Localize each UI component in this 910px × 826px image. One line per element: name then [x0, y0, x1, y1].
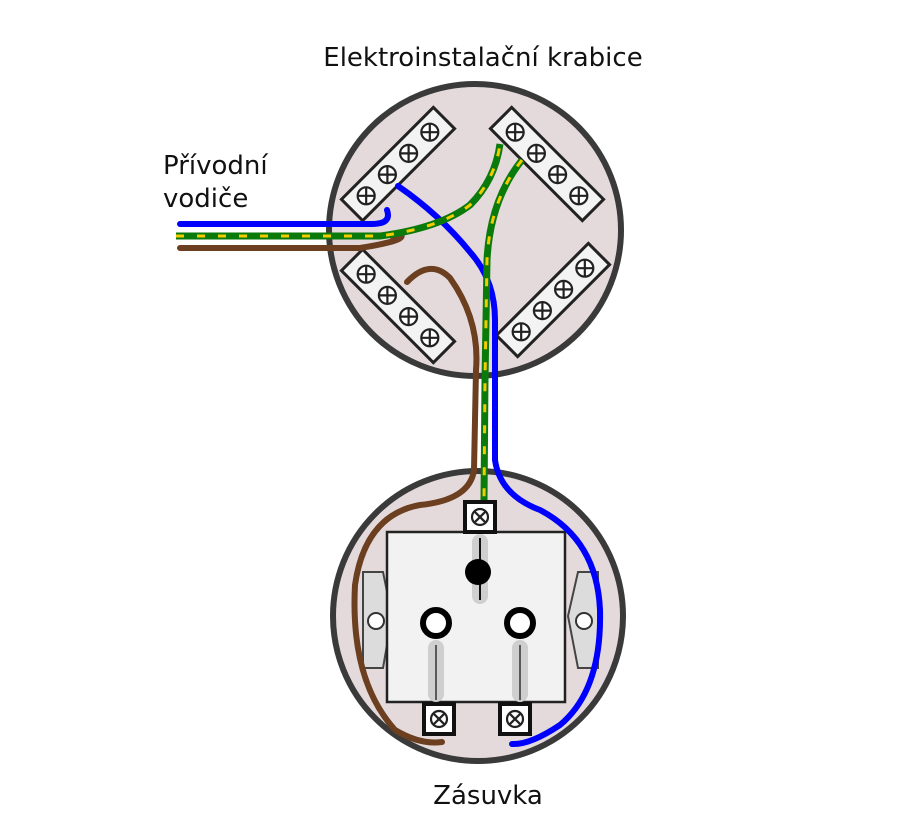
socket-hole-right-icon	[504, 607, 536, 639]
socket-neutral-terminal	[498, 702, 532, 736]
terminal-screw-icon	[569, 186, 589, 206]
terminal-block-lower-right	[494, 241, 612, 359]
terminal-screw-icon	[377, 285, 397, 305]
terminal-block-upper-right	[488, 105, 606, 223]
terminal-screw-icon	[399, 307, 419, 327]
terminal-screw-icon	[532, 301, 552, 321]
terminal-screw-icon	[554, 279, 574, 299]
terminal-screw-icon	[399, 143, 419, 163]
terminal-screw-icon	[548, 165, 568, 185]
terminal-screw-icon	[377, 165, 397, 185]
earth-pin-icon	[465, 559, 491, 585]
terminal-screw-icon	[356, 186, 376, 206]
terminal-screw-icon	[511, 322, 531, 342]
terminal-screw-icon	[356, 264, 376, 284]
terminal-screw-icon	[526, 143, 546, 163]
terminal-block-upper-left	[339, 105, 457, 223]
socket-phase-wire	[351, 266, 480, 746]
socket-label: Zásuvka	[433, 781, 543, 811]
terminal-block-lower-left	[339, 247, 457, 365]
terminal-screw-icon	[429, 709, 449, 729]
supply-wires-label-line1: Přívodní	[163, 151, 268, 181]
socket-earth-wire-stripe	[482, 159, 524, 501]
terminal-screw-icon	[420, 122, 440, 142]
supply-neutral-wire	[177, 207, 391, 227]
terminal-screw-icon	[505, 122, 525, 142]
socket-hole-left-icon	[420, 607, 452, 639]
supply-wires-label-line2: vodiče	[163, 184, 248, 214]
socket-neutral-wire	[395, 183, 604, 748]
terminal-screw-icon	[575, 258, 595, 278]
supply-earth-wire-stripe	[176, 143, 502, 238]
terminal-screw-icon	[505, 709, 525, 729]
junction-box-label: Elektroinstalační krabice	[323, 43, 642, 73]
terminal-screw-icon	[470, 507, 490, 527]
terminal-screws	[429, 507, 525, 729]
terminal-screw-icon	[420, 328, 440, 348]
